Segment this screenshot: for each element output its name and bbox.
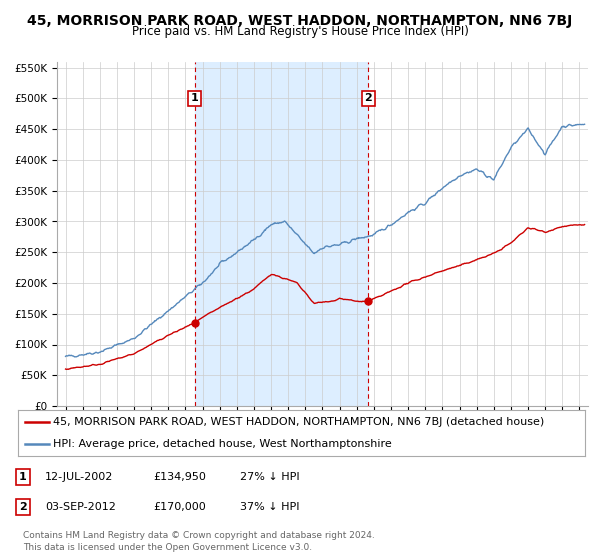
Text: 1: 1 bbox=[19, 472, 26, 482]
Text: 2: 2 bbox=[364, 94, 372, 104]
Text: 45, MORRISON PARK ROAD, WEST HADDON, NORTHAMPTON, NN6 7BJ (detached house): 45, MORRISON PARK ROAD, WEST HADDON, NOR… bbox=[53, 417, 544, 427]
Bar bbox=[194, 62, 368, 406]
Text: This data is licensed under the Open Government Licence v3.0.: This data is licensed under the Open Gov… bbox=[23, 543, 312, 552]
Text: 2: 2 bbox=[19, 502, 26, 512]
Text: Contains HM Land Registry data © Crown copyright and database right 2024.: Contains HM Land Registry data © Crown c… bbox=[23, 531, 374, 540]
Text: 45, MORRISON PARK ROAD, WEST HADDON, NORTHAMPTON, NN6 7BJ: 45, MORRISON PARK ROAD, WEST HADDON, NOR… bbox=[28, 14, 572, 28]
Text: £170,000: £170,000 bbox=[153, 502, 206, 512]
Text: 12-JUL-2002: 12-JUL-2002 bbox=[45, 472, 113, 482]
Text: 1: 1 bbox=[191, 94, 199, 104]
Text: HPI: Average price, detached house, West Northamptonshire: HPI: Average price, detached house, West… bbox=[53, 440, 392, 450]
Text: Price paid vs. HM Land Registry's House Price Index (HPI): Price paid vs. HM Land Registry's House … bbox=[131, 25, 469, 38]
Text: £134,950: £134,950 bbox=[153, 472, 206, 482]
Text: 03-SEP-2012: 03-SEP-2012 bbox=[45, 502, 116, 512]
Text: 37% ↓ HPI: 37% ↓ HPI bbox=[240, 502, 299, 512]
Text: 27% ↓ HPI: 27% ↓ HPI bbox=[240, 472, 299, 482]
